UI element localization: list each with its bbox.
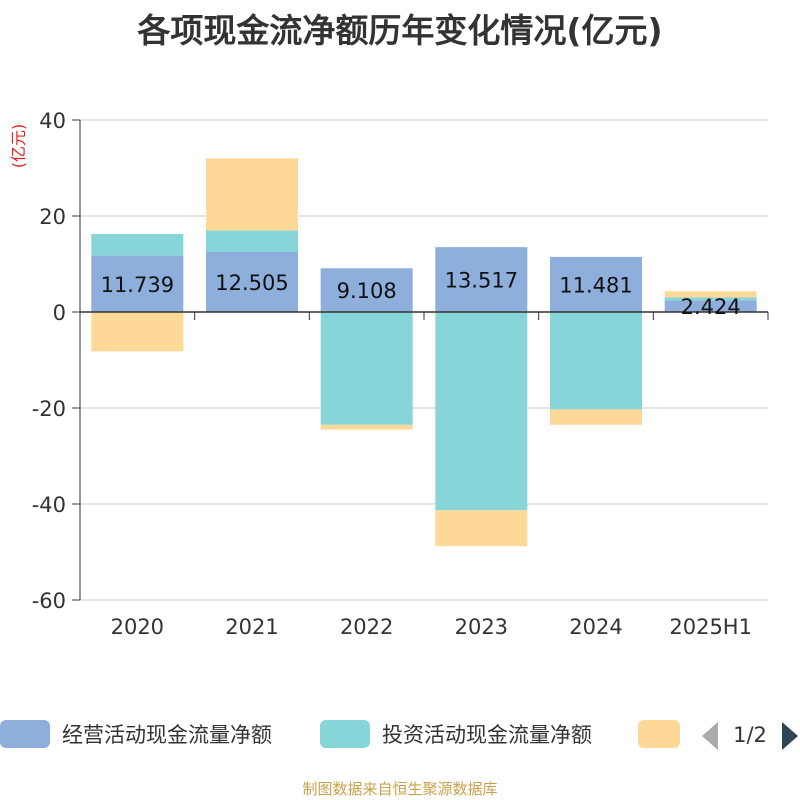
bar-2021-series-3[interactable] bbox=[206, 158, 298, 231]
bar-2022-series-3[interactable] bbox=[320, 424, 413, 430]
bar-2025H1-series-3[interactable] bbox=[664, 291, 757, 298]
bar-2022-series-1[interactable] bbox=[320, 268, 413, 312]
label-layer: 11.739 12.505 9.108 13.517 11.481 2.424 bbox=[101, 269, 741, 320]
data-label: 13.517 bbox=[445, 269, 518, 293]
bar-2021-series-1[interactable] bbox=[206, 251, 298, 312]
axis-layer: 40 20 0 -20 -40 -60 (亿元) 2020 2021 2022 2023 2024 20… bbox=[9, 109, 769, 639]
x-tick-label: 2021 bbox=[225, 615, 278, 639]
bar-2023-series-2[interactable] bbox=[435, 312, 528, 511]
bar-2020-series-2[interactable] bbox=[91, 234, 184, 256]
grid-layer bbox=[80, 119, 768, 601]
bar-2020-series-3[interactable] bbox=[91, 312, 184, 352]
bar-2025H1-series-1[interactable] bbox=[664, 300, 757, 312]
bar-layer bbox=[91, 158, 757, 547]
x-tick-label: 2022 bbox=[340, 615, 393, 639]
bar-2022-series-2[interactable] bbox=[320, 312, 413, 425]
x-tick-label: 2023 bbox=[455, 615, 508, 639]
y-tick-label: 20 bbox=[39, 205, 66, 229]
bar-2024-series-1[interactable] bbox=[550, 256, 642, 312]
legend-label-1[interactable]: 经营活动现金流量净额 bbox=[62, 723, 272, 747]
data-source-note: 制图数据来自恒生聚源数据库 bbox=[302, 780, 498, 798]
x-tick-label: 2025H1 bbox=[669, 615, 752, 639]
legend-prev-icon[interactable] bbox=[702, 722, 718, 750]
legend-next-icon[interactable] bbox=[782, 722, 798, 750]
y-tick-label: 0 bbox=[53, 301, 66, 325]
y-tick-label: 40 bbox=[39, 109, 66, 133]
bar-2024-series-2[interactable] bbox=[550, 312, 642, 410]
data-label: 9.108 bbox=[337, 279, 397, 303]
legend: 经营活动现金流量净额 投资活动现金流量净额 1/2 bbox=[0, 720, 798, 750]
bar-2021-series-2[interactable] bbox=[206, 230, 298, 252]
legend-page-indicator: 1/2 bbox=[733, 723, 767, 747]
data-label: 11.739 bbox=[101, 273, 174, 297]
bar-2024-series-3[interactable] bbox=[550, 409, 642, 425]
bar-2023-series-3[interactable] bbox=[435, 510, 528, 547]
y-tick-label: -60 bbox=[32, 589, 66, 613]
x-tick-label: 2020 bbox=[111, 615, 164, 639]
legend-swatch-3[interactable] bbox=[638, 720, 680, 748]
data-label: 12.505 bbox=[215, 271, 288, 295]
y-tick-label: -40 bbox=[32, 493, 66, 517]
legend-swatch-2[interactable] bbox=[320, 720, 370, 748]
y-tick-label: -20 bbox=[32, 397, 66, 421]
bar-2020-series-1[interactable] bbox=[91, 255, 184, 312]
x-tick-label: 2024 bbox=[569, 615, 622, 639]
legend-label-2[interactable]: 投资活动现金流量净额 bbox=[382, 723, 592, 747]
chart-title: 各项现金流净额历年变化情况(亿元) bbox=[137, 11, 663, 50]
data-label: 2.424 bbox=[681, 295, 741, 319]
bar-2025H1-series-2[interactable] bbox=[664, 297, 757, 301]
legend-swatch-1[interactable] bbox=[0, 720, 50, 748]
y-axis-label: (亿元) bbox=[9, 124, 28, 169]
data-label: 11.481 bbox=[559, 273, 632, 297]
bar-2023-series-1[interactable] bbox=[435, 247, 528, 312]
